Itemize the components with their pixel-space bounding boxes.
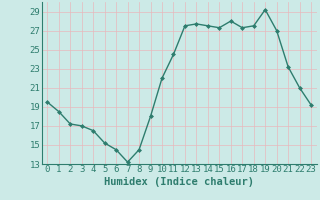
X-axis label: Humidex (Indice chaleur): Humidex (Indice chaleur) [104, 177, 254, 187]
